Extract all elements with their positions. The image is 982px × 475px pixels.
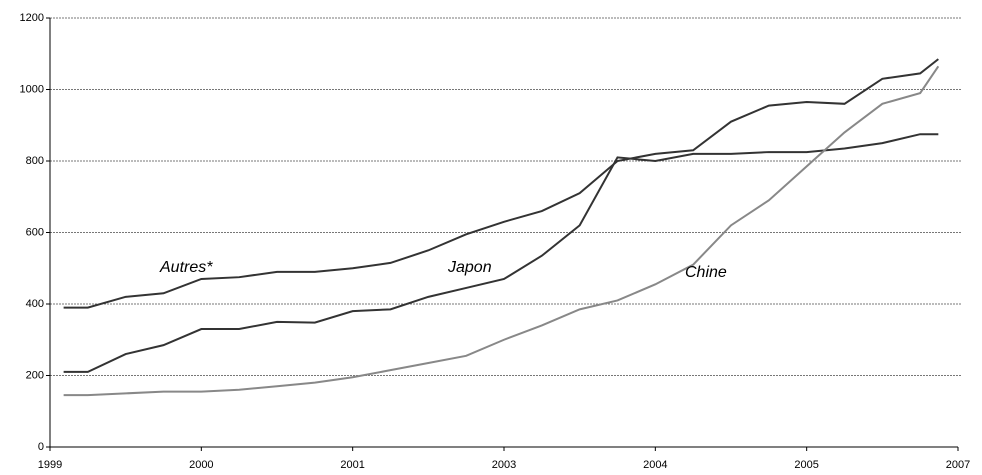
y-tick-label: 0 <box>38 441 44 453</box>
series-label: Chine <box>685 264 727 281</box>
y-tick-label: 1200 <box>20 12 44 24</box>
series-line <box>63 65 940 397</box>
series-label: Autres* <box>159 259 213 276</box>
y-tick-label: 200 <box>26 369 44 381</box>
y-tick-label: 800 <box>26 155 44 167</box>
series-line <box>63 133 939 373</box>
x-tick-label: 2003 <box>492 459 516 471</box>
series-label: Japon <box>447 259 492 276</box>
x-tick-label: 2001 <box>340 459 364 471</box>
y-tick-label: 400 <box>26 298 44 310</box>
x-tick-label: 1999 <box>38 459 62 471</box>
series-line <box>63 58 939 309</box>
y-tick-label: 600 <box>26 226 44 238</box>
x-tick-label: 2000 <box>189 459 213 471</box>
x-tick-label: 2007 <box>946 459 970 471</box>
y-tick-label: 1000 <box>20 83 44 95</box>
x-tick-label: 2005 <box>794 459 818 471</box>
x-tick-label: 2004 <box>643 459 667 471</box>
